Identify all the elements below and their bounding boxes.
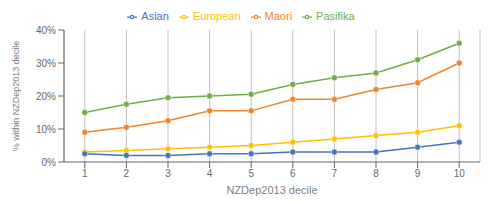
svg-text:0%: 0% <box>42 157 57 168</box>
svg-text:30%: 30% <box>36 58 56 69</box>
svg-text:NZDep2013 decile: NZDep2013 decile <box>226 184 317 196</box>
svg-text:8: 8 <box>373 168 379 179</box>
svg-text:4: 4 <box>207 168 213 179</box>
svg-text:20%: 20% <box>36 91 56 102</box>
svg-text:10: 10 <box>454 168 466 179</box>
html-text:European: European <box>192 10 241 22</box>
svg-text:6: 6 <box>290 168 296 179</box>
svg-text:10%: 10% <box>36 124 56 135</box>
svg-text:% within NZDep2013 decile: % within NZDep2013 decile <box>11 41 21 152</box>
html-text:Maori: Maori <box>264 10 293 22</box>
html-text:Asian: Asian <box>141 10 169 22</box>
svg-text:3: 3 <box>165 168 171 179</box>
svg-text:9: 9 <box>415 168 421 179</box>
svg-text:7: 7 <box>332 168 338 179</box>
svg-text:5: 5 <box>248 168 254 179</box>
svg-text:1: 1 <box>82 168 88 179</box>
html-text:Pasifika: Pasifika <box>316 10 355 22</box>
svg-text:2: 2 <box>124 168 130 179</box>
svg-text:40%: 40% <box>36 25 56 36</box>
